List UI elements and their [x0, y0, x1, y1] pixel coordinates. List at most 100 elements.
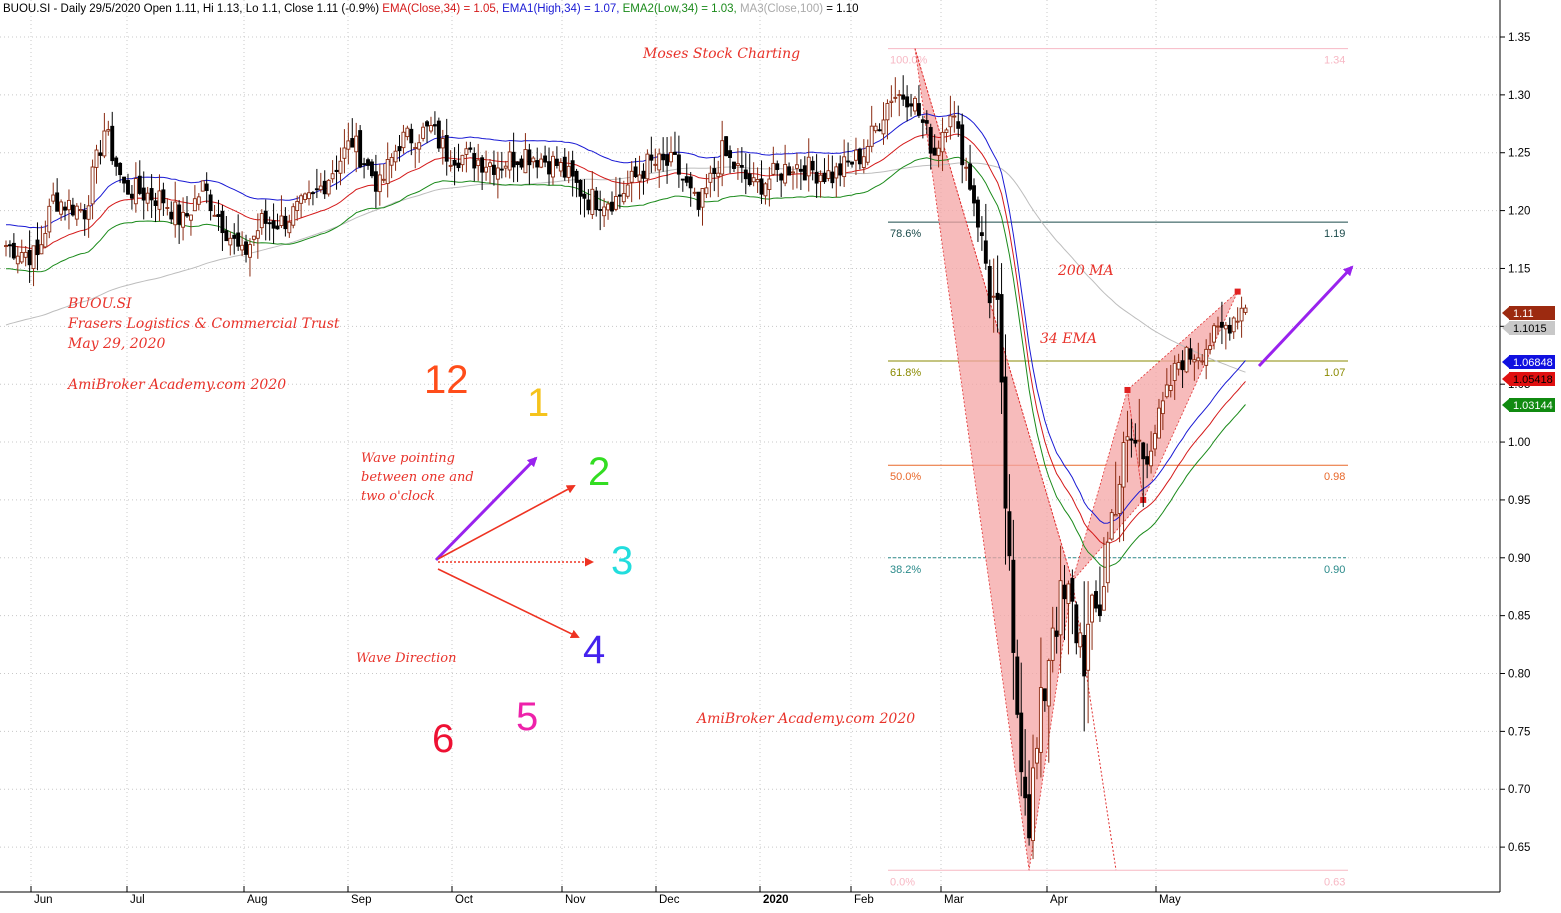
y-tick-label: 1.20: [1508, 206, 1530, 218]
candle-body: [1176, 362, 1181, 370]
pattern-projection: [1071, 580, 1117, 871]
pattern-point: [1124, 386, 1131, 393]
candle-body: [905, 96, 910, 108]
candle-body: [570, 160, 575, 177]
candle-body: [1090, 594, 1095, 623]
candle-body: [145, 192, 150, 204]
candle-body: [1141, 442, 1146, 460]
x-tick-label: May: [1159, 894, 1181, 906]
fib-pct-label: 50.0%: [890, 471, 921, 483]
candle-body: [716, 172, 721, 177]
watermark-top: Moses Stock Charting: [642, 46, 800, 62]
candle-body: [295, 201, 300, 211]
wave-pointing-line-2: between one and: [361, 470, 474, 485]
candle-body: [204, 183, 209, 191]
candle-body: [15, 255, 20, 265]
candle-body: [326, 179, 331, 195]
candle-body: [948, 115, 953, 128]
candle-body: [216, 214, 221, 217]
candle-body: [728, 150, 732, 158]
badge-pointer: [1502, 398, 1510, 412]
candle-body: [122, 176, 127, 184]
candle-body: [1219, 321, 1224, 328]
candle-body: [43, 232, 48, 248]
candle-body: [1235, 320, 1240, 323]
candle-body: [1227, 324, 1232, 334]
candle-body: [916, 103, 921, 116]
candle-body: [759, 178, 764, 195]
candle-body: [523, 149, 528, 174]
candle-body: [566, 165, 571, 178]
candle-body: [590, 188, 595, 215]
x-tick-label: Apr: [1050, 894, 1068, 906]
candle-body: [995, 292, 1000, 300]
candle-body: [861, 156, 866, 168]
x-axis-ticks: Jun Jul Aug Sep Oct Nov Dec 2020 Feb Mar Apr May: [30, 886, 1181, 906]
candle-body: [200, 180, 205, 192]
candle-body: [739, 164, 744, 168]
candle-body: [779, 173, 784, 181]
wave-pointing-line-3: two o'clock: [361, 489, 435, 504]
candle-body: [838, 163, 843, 176]
projection-arrow: [1257, 265, 1354, 368]
candle-body: [602, 206, 607, 217]
candle-body: [1113, 514, 1118, 517]
candle-body: [1101, 586, 1106, 611]
candle-body: [743, 169, 748, 180]
wave-clock-diagram: Wave pointing between one and two o'cloc…: [356, 358, 633, 761]
candle-body: [1145, 456, 1150, 465]
candle-body: [869, 125, 874, 147]
candle-body: [39, 244, 44, 255]
candle-body: [1192, 359, 1197, 363]
candle-body: [161, 189, 166, 204]
y-tick-label: 0.85: [1508, 611, 1530, 623]
candle-body: [515, 161, 520, 166]
candle-body: [228, 237, 233, 246]
candle-body: [436, 120, 441, 149]
candle-body: [960, 124, 965, 166]
candle-body: [928, 127, 933, 154]
candle-body: [1149, 450, 1154, 467]
candle-body: [830, 171, 835, 184]
candle-body: [1050, 627, 1055, 661]
y-tick-label: 0.80: [1508, 669, 1530, 681]
candle-body: [606, 203, 611, 211]
header-ema: EMA(Close,34) = 1.05,: [382, 3, 499, 15]
candle-body: [1137, 439, 1142, 442]
candle-body: [393, 150, 398, 163]
y-tick-label: 0.70: [1508, 784, 1530, 796]
candle-body: [1027, 794, 1032, 839]
candle-body: [1105, 541, 1110, 584]
candle-body: [696, 191, 701, 210]
candle-body: [712, 168, 717, 174]
candle-body: [897, 94, 902, 97]
candle-body: [55, 192, 60, 212]
candle-body: [185, 213, 189, 217]
candle-body: [448, 164, 453, 167]
candle-body: [1153, 433, 1157, 450]
candle-body: [232, 234, 237, 239]
candle-body: [1003, 376, 1008, 509]
pattern-xab: [914, 48, 1073, 871]
candle-body: [460, 154, 465, 166]
candle-body: [196, 196, 201, 205]
candle-body: [956, 121, 961, 129]
candle-body: [102, 130, 107, 157]
candle-body: [610, 201, 614, 212]
candle-body: [1133, 439, 1138, 444]
candle-body: [346, 140, 351, 150]
candle-body: [267, 222, 272, 225]
candle-body: [511, 151, 516, 168]
candle-body: [307, 192, 311, 200]
candle-body: [251, 235, 256, 240]
candle-body: [1239, 307, 1244, 322]
candle-body: [358, 130, 363, 168]
candle-body: [82, 210, 87, 220]
candle-body: [165, 207, 170, 209]
candle-body: [177, 204, 182, 225]
candle-body: [787, 166, 792, 176]
candle-body: [283, 215, 288, 230]
fib-pct-label: 61.8%: [890, 367, 921, 379]
candle-body: [834, 166, 839, 179]
note-credit-bottom: AmiBroker Academy.com 2020: [695, 711, 915, 727]
